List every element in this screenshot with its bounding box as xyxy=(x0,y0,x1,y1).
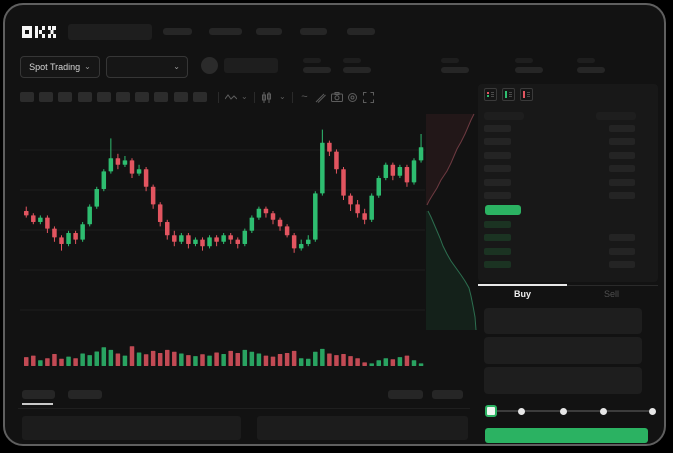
toolbar-button-2[interactable] xyxy=(58,92,73,102)
ask-price-4[interactable] xyxy=(484,178,511,186)
ask-price-0[interactable] xyxy=(484,125,511,132)
toolbar-button-8[interactable] xyxy=(173,92,188,102)
amount-slider-handle[interactable] xyxy=(485,405,497,417)
pencil-icon[interactable] xyxy=(314,91,327,103)
stat-label-0 xyxy=(303,58,321,63)
tab-divider xyxy=(478,285,658,286)
amount-slider-track[interactable] xyxy=(490,410,654,412)
toolbar-button-4[interactable] xyxy=(96,92,111,102)
logo-adjacent-placeholder xyxy=(68,24,152,40)
order-amount-input[interactable] xyxy=(484,337,642,364)
toolbar-divider xyxy=(254,92,255,103)
bottom-action-2[interactable] xyxy=(432,390,463,399)
slider-stop-100[interactable] xyxy=(649,408,656,415)
bottom-tab-indicator xyxy=(22,403,53,405)
order-total-input[interactable] xyxy=(484,367,642,394)
nav-item-4[interactable] xyxy=(347,28,375,35)
market-type-selector[interactable]: Spot Trading ⌄ xyxy=(20,56,100,78)
stat-label-3 xyxy=(515,58,533,63)
bid-amount-3[interactable] xyxy=(609,260,635,268)
stat-label-2 xyxy=(441,58,459,63)
chevron-down-icon[interactable]: ⌄ xyxy=(241,92,248,101)
camera-icon[interactable] xyxy=(330,91,343,103)
ask-price-5[interactable] xyxy=(484,192,511,199)
chevron-down-icon[interactable]: ⌄ xyxy=(279,92,286,101)
stat-value-0 xyxy=(303,67,331,73)
bid-price-1[interactable] xyxy=(484,234,511,242)
ask-amount-3[interactable] xyxy=(609,165,635,173)
okx-logo[interactable] xyxy=(22,25,58,39)
tab-buy[interactable]: Buy xyxy=(513,289,531,299)
stat-value-1 xyxy=(343,67,371,73)
ask-amount-5[interactable] xyxy=(609,192,635,199)
toolbar-button-1[interactable] xyxy=(39,92,54,102)
ask-price-2[interactable] xyxy=(484,151,511,159)
slider-stop-25[interactable] xyxy=(518,408,525,415)
toolbar-button-5[interactable] xyxy=(116,92,130,102)
orderbook-last-price[interactable] xyxy=(485,205,521,215)
nav-item-1[interactable] xyxy=(209,28,242,35)
order-price-input[interactable] xyxy=(484,308,642,334)
gear-icon[interactable] xyxy=(346,91,359,103)
ask-amount-1[interactable] xyxy=(609,138,635,146)
ask-amount-0[interactable] xyxy=(609,125,635,132)
bottom-divider xyxy=(18,408,470,409)
pair-name-placeholder xyxy=(224,58,278,73)
nav-item-3[interactable] xyxy=(300,28,327,35)
bottom-panel-left xyxy=(22,416,241,440)
toggle-book-both[interactable] xyxy=(484,88,497,101)
toggle-book-asks[interactable] xyxy=(520,88,533,101)
bid-amount-2[interactable] xyxy=(609,247,635,255)
ask-amount-4[interactable] xyxy=(609,178,635,186)
bid-amount-1[interactable] xyxy=(609,234,635,242)
chevron-down-icon: ⌄ xyxy=(84,62,91,71)
stat-label-1 xyxy=(343,58,361,63)
toolbar-button-7[interactable] xyxy=(154,92,169,102)
toggle-book-bids[interactable] xyxy=(502,88,515,101)
buy-tab-indicator xyxy=(478,284,567,286)
ask-price-3[interactable] xyxy=(484,165,511,173)
pair-selector-dropdown[interactable]: ⌄ xyxy=(106,56,188,78)
bottom-tab-orders[interactable] xyxy=(22,390,55,399)
tab-sell[interactable]: Sell xyxy=(603,289,619,299)
stat-label-4 xyxy=(577,58,595,63)
chevron-down-icon: ⌄ xyxy=(173,62,180,71)
bid-price-3[interactable] xyxy=(484,260,511,268)
toolbar-divider xyxy=(292,92,293,103)
ask-price-1[interactable] xyxy=(484,138,511,146)
expand-icon[interactable] xyxy=(362,91,375,103)
bottom-panel-right xyxy=(257,416,468,440)
orderbook-header-amount xyxy=(596,112,636,120)
bottom-tab-history[interactable] xyxy=(68,390,102,399)
candles-icon[interactable] xyxy=(260,91,273,103)
bid-price-0[interactable] xyxy=(484,221,511,228)
device-frame: Spot Trading ⌄ ⌄ ⌄ ⌄ ~ xyxy=(3,3,666,446)
slider-stop-75[interactable] xyxy=(600,408,607,415)
bid-price-2[interactable] xyxy=(484,247,511,255)
market-type-label: Spot Trading xyxy=(29,62,81,72)
toolbar-button-3[interactable] xyxy=(77,92,92,102)
toolbar-button-6[interactable] xyxy=(135,92,150,102)
nav-item-2[interactable] xyxy=(256,28,282,35)
line-tool-icon[interactable]: ~ xyxy=(301,91,308,103)
toolbar-divider xyxy=(218,92,219,103)
wave-icon[interactable] xyxy=(224,91,238,103)
stat-value-4 xyxy=(577,67,605,73)
stat-value-3 xyxy=(515,67,543,73)
stat-value-2 xyxy=(441,67,469,73)
toolbar-button-9[interactable] xyxy=(192,92,207,102)
orderbook-header-price xyxy=(484,112,524,120)
toolbar-button-0[interactable] xyxy=(20,92,34,102)
bottom-action-1[interactable] xyxy=(388,390,423,399)
buy-submit-button[interactable] xyxy=(485,428,648,443)
ask-amount-2[interactable] xyxy=(609,151,635,159)
nav-item-0[interactable] xyxy=(163,28,192,35)
slider-stop-50[interactable] xyxy=(560,408,567,415)
coin-avatar xyxy=(201,57,218,74)
candlestick-chart[interactable] xyxy=(3,3,666,446)
